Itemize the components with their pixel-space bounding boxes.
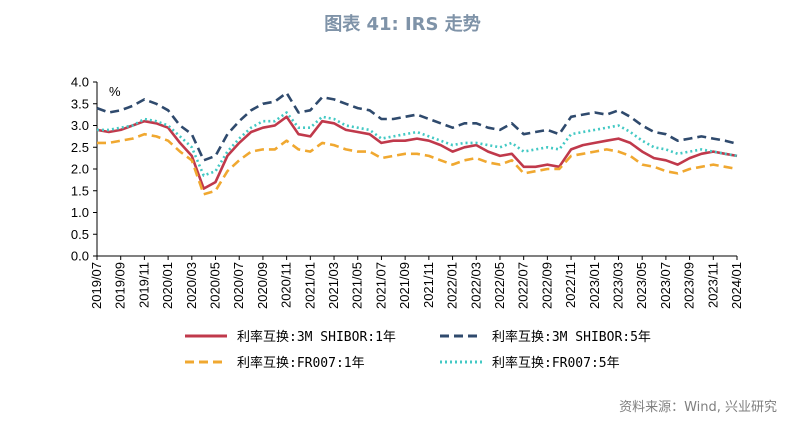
y-tick-label: 1.0 [71, 205, 89, 220]
x-tick-label: 2023/05 [634, 262, 649, 309]
x-tick-label: 2020/09 [255, 262, 270, 309]
y-tick-label: 2.5 [71, 140, 89, 155]
x-tick-label: 2023/03 [610, 262, 625, 309]
x-tick-label: 2020/03 [184, 262, 199, 309]
chart-legend: 利率互换:3M SHIBOR:1年 利率互换:3M SHIBOR:5年利率互换:F… [185, 329, 651, 371]
x-tick-label: 2020/07 [231, 262, 246, 309]
chart-axes: 0.0 0.5 1.0 1.5 2.0 2.5 3.0 3.5 4.0% 2019/07 2019/… [71, 75, 744, 310]
legend-label-3: 利率互换:FR007:1年 [237, 355, 365, 371]
chart-title: 图表 41: IRS 走势 [324, 14, 481, 35]
legend-label-4: 利率互换:FR007:5年 [492, 355, 620, 371]
y-tick-label: 0.5 [71, 227, 89, 242]
x-tick-label: 2021/05 [350, 262, 365, 309]
x-tick-label: 2020/05 [208, 262, 223, 309]
x-tick-label: 2024/01 [729, 262, 744, 309]
x-tick-label: 2021/07 [373, 262, 388, 309]
x-tick-label: 2020/11 [279, 262, 294, 308]
x-tick-label: 2022/01 [445, 262, 460, 309]
x-tick-label: 2020/01 [160, 262, 175, 309]
y-tick-label: 2.0 [71, 162, 89, 177]
series-line-3 [97, 132, 738, 196]
y-tick-label: 4.0 [71, 75, 89, 90]
chart-series-lines [96, 91, 738, 196]
x-tick-label: 2022/09 [539, 262, 554, 309]
x-tick-label: 2022/03 [468, 262, 483, 309]
y-tick-label: 3.0 [71, 118, 89, 133]
legend-label-1: 利率互换:3M SHIBOR:1年 [237, 329, 396, 345]
x-tick-label: 2023/09 [682, 262, 697, 309]
x-tick-label: 2019/07 [89, 262, 104, 309]
y-tick-label: 3.5 [71, 96, 89, 111]
x-tick-label: 2022/11 [563, 262, 578, 308]
x-tick-label: 2019/09 [113, 262, 128, 309]
x-tick-label: 2019/11 [136, 262, 151, 308]
source-note: 资料来源：Wind, 兴业研究 [619, 400, 777, 415]
y-unit-label: % [109, 84, 121, 99]
x-tick-label: 2023/07 [658, 262, 673, 309]
x-tick-label: 2021/11 [421, 262, 436, 308]
series-line-4 [97, 111, 738, 177]
x-tick-label: 2022/07 [516, 262, 531, 309]
x-tick-label: 2023/01 [587, 262, 602, 309]
x-tick-label: 2022/05 [492, 262, 507, 309]
x-tick-label: 2023/11 [705, 262, 720, 308]
y-tick-label: 1.5 [71, 183, 89, 198]
legend-label-2: 利率互换:3M SHIBOR:5年 [492, 329, 651, 345]
x-tick-label: 2021/09 [397, 262, 412, 309]
y-tick-label: 0.0 [71, 249, 89, 264]
x-tick-label: 2021/01 [302, 262, 317, 309]
series-line-1 [96, 115, 738, 190]
x-tick-label: 2021/03 [326, 262, 341, 309]
